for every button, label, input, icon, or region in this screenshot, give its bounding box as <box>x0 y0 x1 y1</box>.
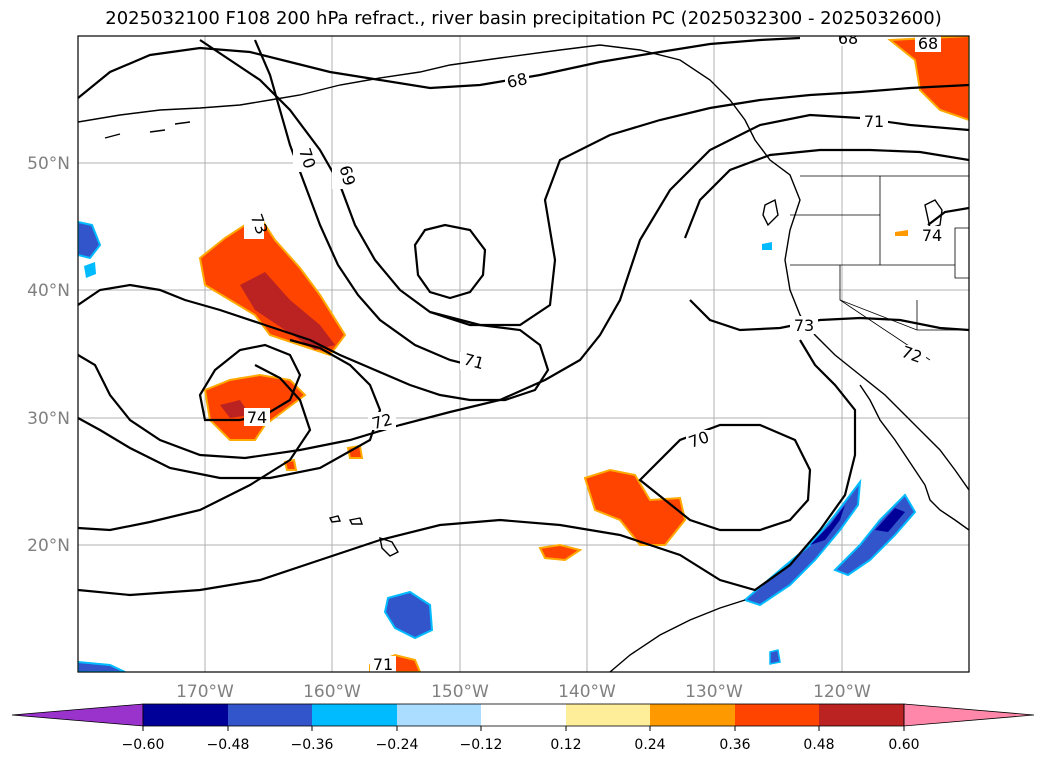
longitude-labels: 170°W 160°W 150°W 140°W 130°W 120°W <box>176 682 871 702</box>
refractivity-contours <box>78 36 969 597</box>
contour-72 <box>78 338 382 480</box>
contour-label: 74 <box>247 408 267 427</box>
lon-tick-label: 150°W <box>431 682 489 702</box>
colorbar-segment <box>650 704 735 726</box>
precip-patch-hawaii-north <box>203 373 307 441</box>
contour-label: 74 <box>922 226 942 245</box>
map-background <box>78 36 969 672</box>
colorbar-tick-label: 0.36 <box>719 737 750 753</box>
contour-68-north <box>78 36 801 99</box>
precip-neg-west-small <box>84 262 96 278</box>
precip-patch-idaho <box>895 230 908 236</box>
contour-74-east <box>927 206 969 226</box>
colorbar-tick-label: −0.60 <box>122 737 165 753</box>
contour-70 <box>78 283 550 402</box>
contour-68-closed <box>413 223 487 300</box>
precip-neg-core-2 <box>875 508 905 532</box>
lon-tick-label: 130°W <box>685 682 743 702</box>
contour-71 <box>78 113 969 460</box>
contour-label: 68 <box>918 34 938 53</box>
precip-patch-subtropics <box>583 468 687 546</box>
colorbar-extend-low <box>11 703 144 727</box>
contour-label: 71 <box>864 112 884 131</box>
lon-tick-label: 140°W <box>558 682 616 702</box>
colorbar-tick-label: −0.48 <box>207 737 250 753</box>
contour-label: 68 <box>838 29 858 48</box>
precip-neg-west-edge <box>78 220 102 260</box>
colorbar-tick-label: 0.60 <box>888 737 919 753</box>
colorbar-tick-label: −0.24 <box>376 737 419 753</box>
precip-neg-dot-2 <box>762 242 772 250</box>
precip-neg-dot-1 <box>769 649 781 665</box>
precip-patch-small-1 <box>538 543 583 562</box>
colorbar-tick-label: 0.12 <box>550 737 581 753</box>
map-title: 2025032100 F108 200 hPa refract., river … <box>105 8 942 29</box>
colorbar-segment <box>143 704 228 726</box>
lon-tick-label: 170°W <box>176 682 234 702</box>
contour-label: 68 <box>505 69 529 92</box>
contour-label: 72 <box>370 410 395 434</box>
colorbar-tick-label: 0.24 <box>634 737 665 753</box>
colorbar-segment <box>481 704 566 726</box>
colorbar-tick-label: −0.36 <box>291 737 334 753</box>
contour-labels: 68 68 68 69 70 70 71 71 71 72 72 73 73 <box>244 29 946 674</box>
precip-neg-sw-edge <box>78 660 126 672</box>
precip-core-hawaii-north <box>220 400 250 418</box>
colorbar-segment <box>312 704 397 726</box>
lat-tick-label: 40°N <box>27 281 70 301</box>
precip-core-central-pacific <box>240 272 335 350</box>
contour-74-west <box>78 364 312 532</box>
contour-72-east <box>683 148 969 239</box>
lat-tick-label: 20°N <box>27 536 70 556</box>
colorbar-segment <box>566 704 650 726</box>
contour-70-south <box>638 423 812 532</box>
lat-tick-label: 50°N <box>27 154 70 174</box>
contour-south-wave <box>78 339 857 597</box>
contour-69 <box>199 39 969 327</box>
colorbar-segment <box>228 704 312 726</box>
colorbar-tick-label: −0.12 <box>460 737 503 753</box>
contour-label: 73 <box>794 316 814 335</box>
colorbar-extend-high <box>903 703 1035 727</box>
contour-label: 71 <box>373 655 393 674</box>
map-frame <box>77 35 970 673</box>
contour-73-loop <box>253 39 471 367</box>
colorbar-segment <box>397 704 481 726</box>
colorbar-segment <box>735 704 819 726</box>
precip-negative-areas <box>78 220 917 672</box>
lat-tick-label: 30°N <box>27 409 70 429</box>
contour-label: 71 <box>462 350 487 374</box>
lon-tick-label: 120°W <box>813 682 871 702</box>
colorbar-segment <box>819 704 904 726</box>
colorbar-tick-label: 0.48 <box>803 737 834 753</box>
colorbar: −0.60 −0.48 −0.36 −0.24 −0.12 0.12 0.24 … <box>11 703 1035 753</box>
contour-label: 69 <box>336 163 360 188</box>
latitude-labels: 50°N 40°N 30°N 20°N <box>27 154 70 556</box>
precip-patch-northwest-canada <box>887 36 969 122</box>
precip-neg-south <box>383 590 434 640</box>
lon-tick-label: 160°W <box>303 682 361 702</box>
coastlines <box>78 44 969 672</box>
political-borders <box>790 175 969 361</box>
contour-73 <box>689 299 969 332</box>
precip-positive-areas <box>198 36 969 672</box>
